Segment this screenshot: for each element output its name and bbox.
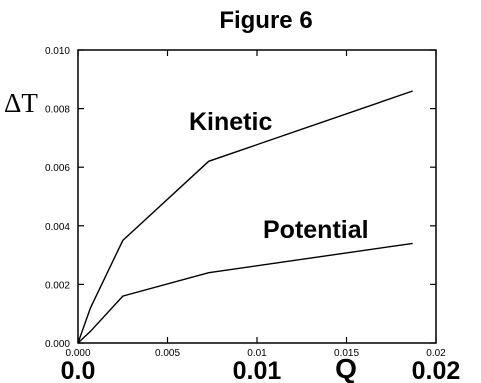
x-tick-label: 0.000	[65, 348, 90, 359]
x-tick-label: 0.005	[155, 348, 180, 359]
x-tick-label: 0.01	[247, 348, 267, 359]
y-tick-label: 0.010	[45, 46, 70, 57]
plot-frame	[77, 49, 437, 344]
y-tick-label: 0.008	[45, 105, 70, 116]
series-lines	[77, 90, 413, 344]
y-tick-label: 0.002	[45, 280, 70, 291]
series-line-kinetic	[77, 90, 413, 344]
x-tick-label: 0.02	[426, 348, 446, 359]
potential-label: Potential	[263, 216, 369, 244]
y-axis-label: ΔT	[4, 88, 38, 118]
x-major-tick-label: 0.02	[412, 357, 461, 383]
x-major-tick-label: 0.0	[61, 357, 96, 383]
y-tick-label: 0.000	[45, 339, 70, 350]
x-tick-label: 0.015	[334, 348, 359, 359]
chart-title: Figure 6	[219, 7, 312, 34]
y-tick-label: 0.006	[45, 163, 70, 174]
x-axis-label: Q	[335, 353, 357, 383]
x-major-tick-label: 0.01	[233, 357, 282, 383]
axis-ticks: 0.000 0.005 0.01 0.015 0.02 0.0 0.01 0.02 0.000 0…	[45, 46, 460, 383]
kinetic-label: Kinetic	[189, 108, 272, 136]
y-tick-label: 0.004	[45, 222, 70, 233]
series-line-potential	[77, 242, 413, 344]
